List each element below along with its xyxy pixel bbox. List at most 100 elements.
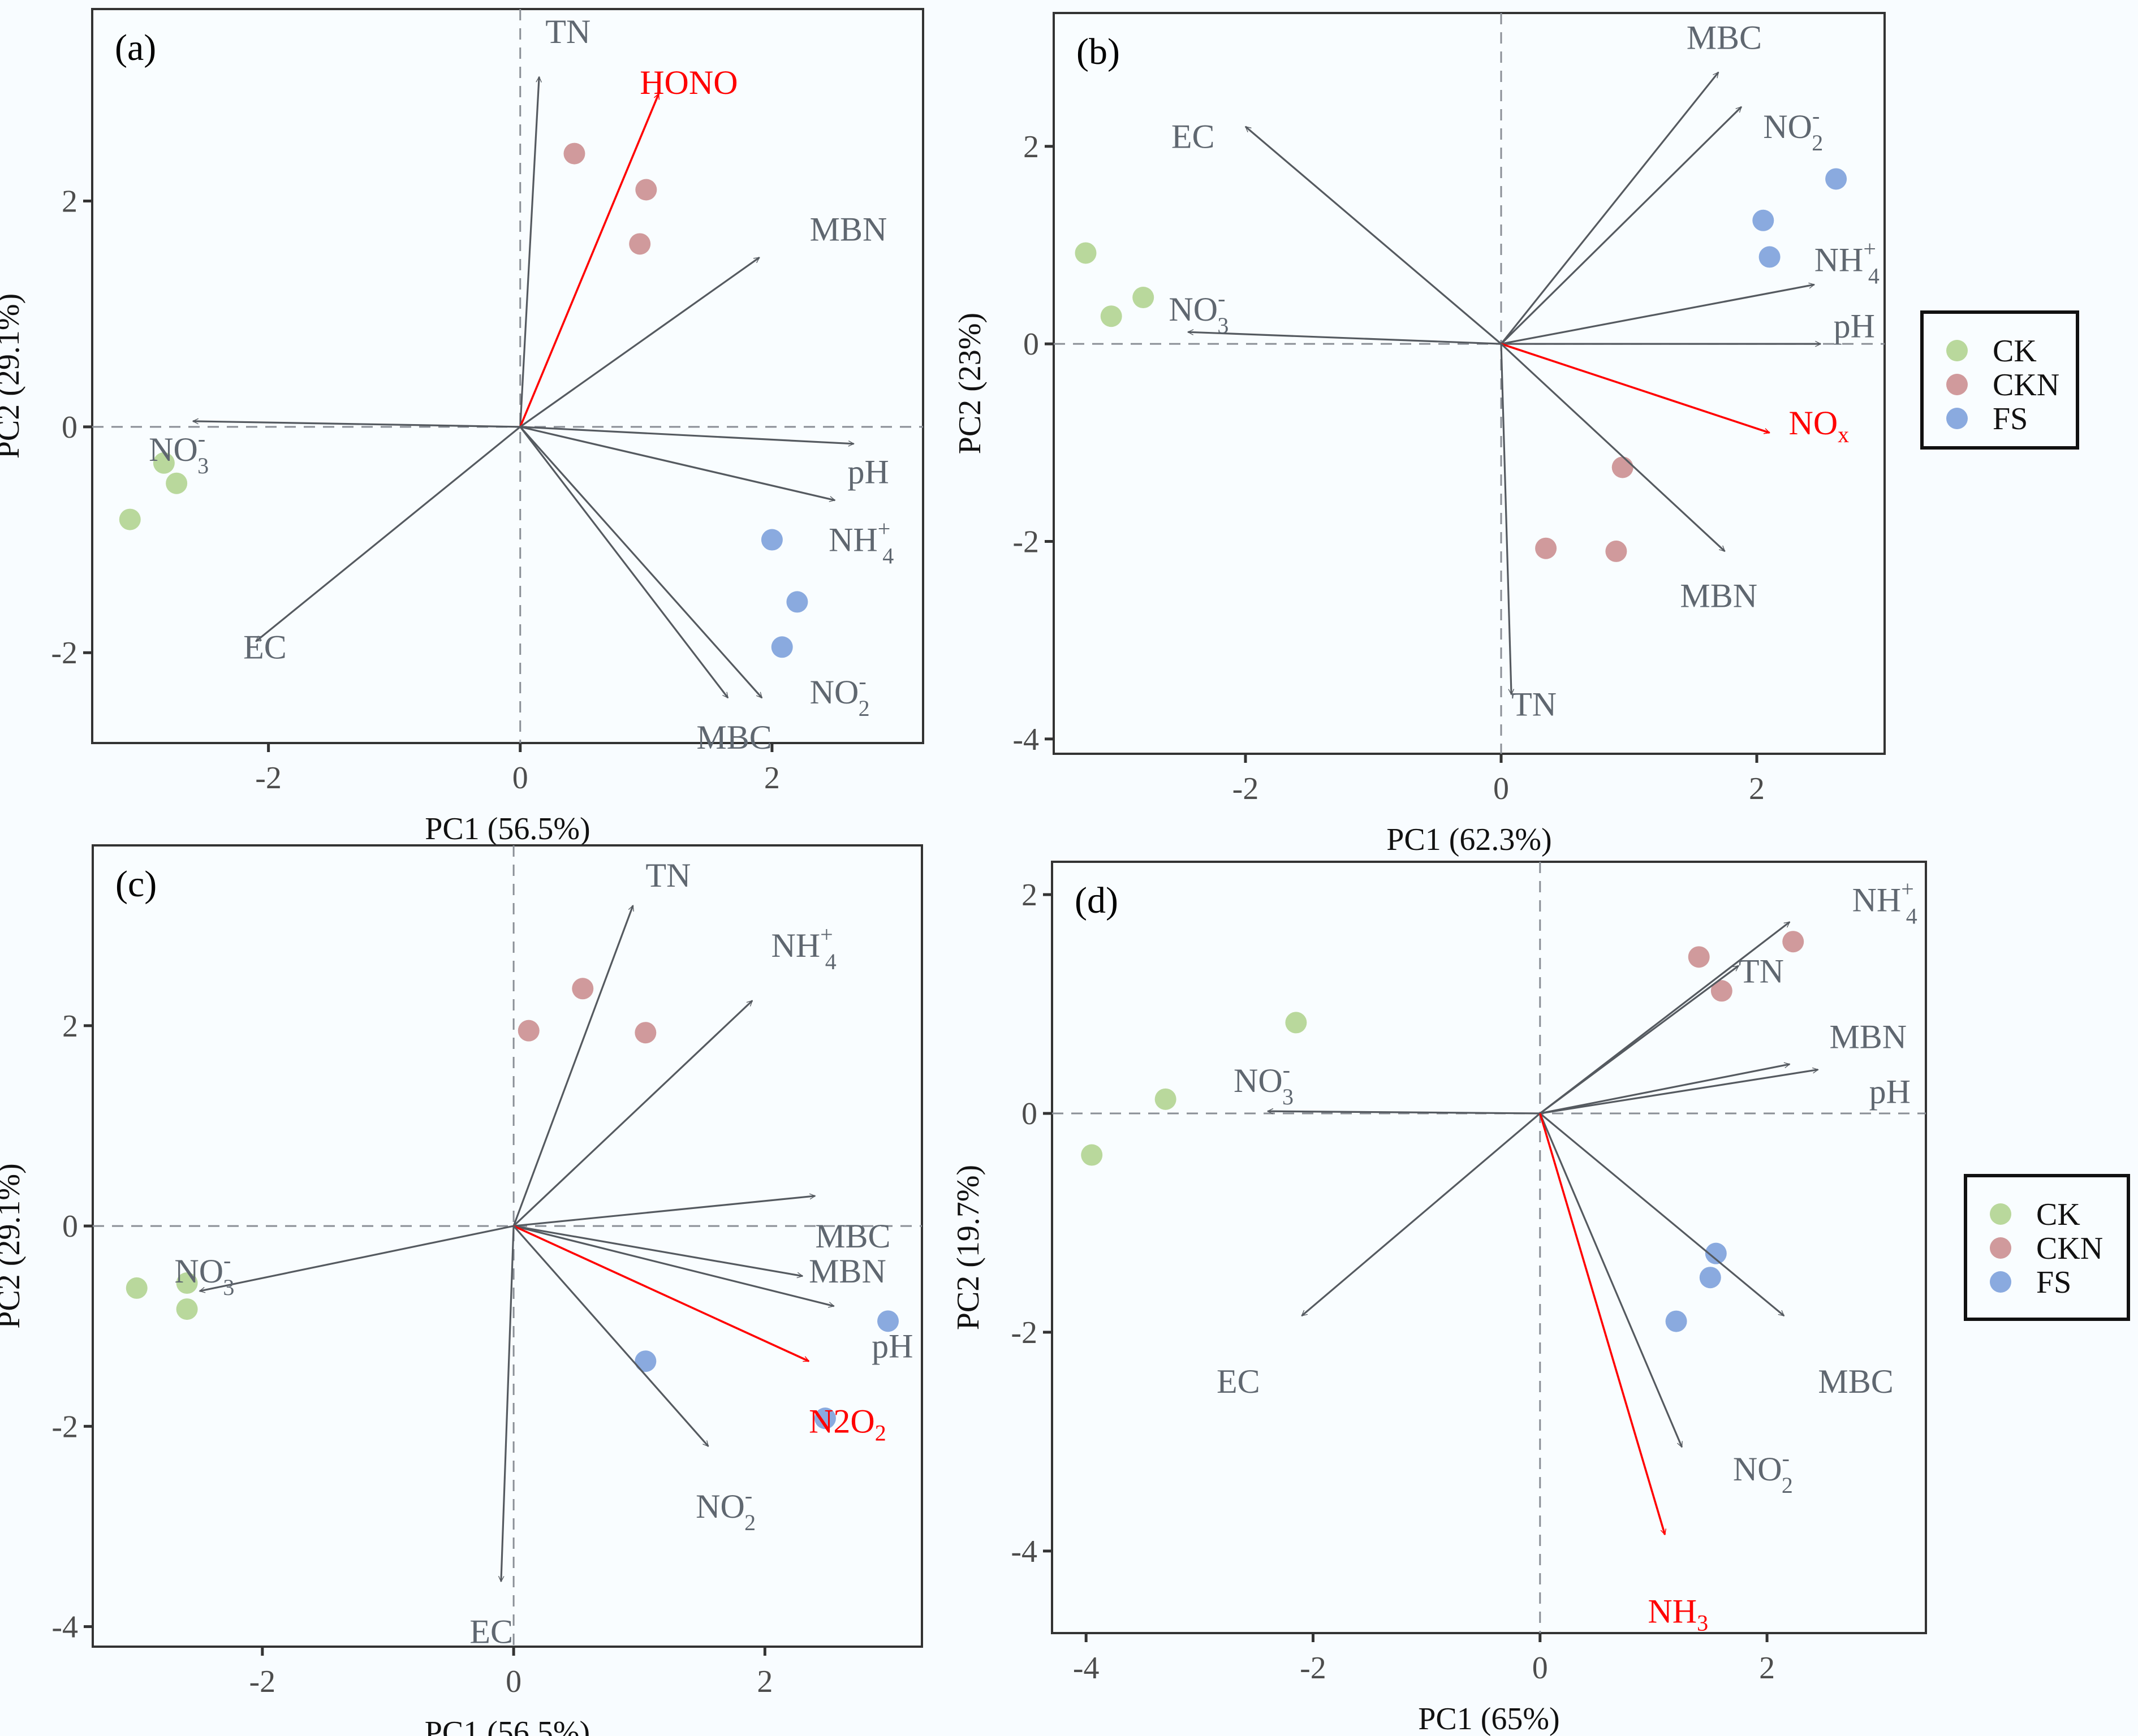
loading-arrow-no2 bbox=[512, 1225, 709, 1446]
y-tick-label: -2 bbox=[51, 1409, 78, 1444]
point-ck bbox=[153, 452, 175, 474]
plot-frame bbox=[91, 8, 924, 744]
x-tick-label: 2 bbox=[764, 761, 780, 796]
point-ckn bbox=[563, 142, 585, 165]
point-fs bbox=[1705, 1242, 1727, 1264]
loading-label-mbn: MBN bbox=[1829, 1018, 1907, 1056]
loading-arrow-nh4 bbox=[520, 426, 835, 500]
x-tick-label: 0 bbox=[1532, 1651, 1548, 1686]
point-ck bbox=[1100, 305, 1122, 327]
loading-label-n2o: N2O2 bbox=[809, 1402, 886, 1445]
point-ck bbox=[166, 472, 188, 494]
loading-label-mbn: MBN bbox=[810, 210, 887, 248]
legend-swatch-ckn bbox=[1990, 1237, 2011, 1259]
loading-label-no2: NO-2 bbox=[1763, 103, 1823, 156]
loading-label-hono: HONO bbox=[640, 64, 738, 101]
point-fs bbox=[1825, 168, 1847, 190]
y-axis-label: PC2 (29.1%) bbox=[0, 1163, 27, 1328]
loading-label-nh4: NH+ 4 bbox=[829, 516, 894, 569]
point-ck bbox=[1154, 1088, 1176, 1110]
x-tick-label: -2 bbox=[1300, 1651, 1326, 1686]
loading-label-no3: NO-3 bbox=[149, 426, 209, 478]
loading-arrow-no2 bbox=[519, 426, 763, 698]
point-fs bbox=[877, 1310, 899, 1332]
y-tick-label: 0 bbox=[62, 1209, 78, 1244]
point-ckn bbox=[635, 1022, 657, 1044]
loading-label-nh4: NH+ 4 bbox=[1814, 236, 1880, 289]
loading-arrow-ph bbox=[1540, 1070, 1818, 1115]
loading-label-ec: EC bbox=[469, 1613, 513, 1650]
loading-label-no3: NO-3 bbox=[174, 1247, 234, 1300]
loading-arrow-ph bbox=[513, 1225, 834, 1306]
loading-arrow-no2 bbox=[1539, 1113, 1683, 1447]
x-tick-label: 0 bbox=[512, 761, 528, 796]
loading-label-ec: EC bbox=[243, 628, 287, 666]
point-fs bbox=[1665, 1310, 1687, 1332]
plot-frame bbox=[1051, 861, 1927, 1634]
loading-label-no3: NO-3 bbox=[1169, 286, 1229, 338]
x-axis-label: PC1 (56.5%) bbox=[425, 811, 590, 847]
loading-arrow-tn bbox=[1500, 344, 1511, 694]
loading-arrow-ec bbox=[256, 426, 521, 642]
loading-label-no2: NO-2 bbox=[810, 668, 870, 721]
point-fs bbox=[786, 591, 808, 613]
point-ckn bbox=[635, 179, 657, 201]
loading-label-mbc: MBC bbox=[1818, 1363, 1893, 1400]
point-ckn bbox=[1782, 931, 1804, 953]
y-tick-label: -4 bbox=[51, 1610, 78, 1645]
x-tick-label: 0 bbox=[506, 1664, 521, 1699]
point-ck bbox=[1075, 242, 1097, 264]
loading-arrow-ec bbox=[501, 1226, 515, 1582]
point-ck bbox=[119, 508, 141, 530]
loading-label-mbn: MBN bbox=[1680, 577, 1757, 615]
point-fs bbox=[1752, 209, 1774, 231]
legend-swatch-fs bbox=[1946, 408, 1968, 429]
point-ckn bbox=[629, 233, 651, 255]
point-fs bbox=[1758, 246, 1781, 268]
point-fs bbox=[771, 636, 793, 658]
point-ckn bbox=[1611, 456, 1633, 478]
loading-label-tn: TN bbox=[645, 857, 691, 894]
panel-label: (b) bbox=[1076, 31, 1120, 72]
point-ck bbox=[126, 1277, 148, 1299]
point-ckn bbox=[1688, 946, 1710, 968]
loading-label-mbc: MBC bbox=[815, 1217, 890, 1255]
loading-arrow-ec bbox=[1301, 1112, 1541, 1317]
x-tick-label: -2 bbox=[255, 761, 282, 796]
loading-label-tn: TN bbox=[1739, 952, 1784, 990]
loading-arrow-hono bbox=[519, 94, 660, 427]
legend-label-fs: FS bbox=[1993, 401, 2028, 437]
loading-label-ph: pH bbox=[872, 1328, 913, 1365]
point-ckn bbox=[1535, 537, 1557, 559]
loading-arrow-no2 bbox=[1500, 106, 1743, 345]
plot-frame bbox=[92, 844, 923, 1648]
legend-label-ck: CK bbox=[1993, 334, 2037, 369]
loading-label-no3: NO-3 bbox=[1234, 1057, 1294, 1109]
y-tick-label: 0 bbox=[1023, 327, 1039, 362]
loading-arrow-mbn bbox=[1540, 1064, 1790, 1115]
panel-label: (a) bbox=[115, 27, 156, 68]
point-ck bbox=[1285, 1012, 1307, 1034]
loading-label-no2: NO-2 bbox=[696, 1483, 756, 1535]
loading-arrow-mbc bbox=[513, 1196, 815, 1227]
loading-label-mbc: MBC bbox=[1687, 19, 1762, 57]
loading-label-ec: EC bbox=[1217, 1363, 1260, 1400]
point-ck bbox=[1081, 1144, 1103, 1166]
panel-c: -2 0 2 -4 -2 0 2 PC1 (56.5%) PC2 (29.1%) (c) TN NH+… bbox=[0, 844, 923, 1736]
legend-swatch-fs bbox=[1990, 1271, 2011, 1293]
y-tick-label: -2 bbox=[51, 636, 77, 671]
y-tick-label: -2 bbox=[1011, 1315, 1037, 1350]
loading-arrow-mbc bbox=[1539, 1112, 1784, 1317]
y-tick-label: 0 bbox=[1021, 1096, 1037, 1132]
loading-arrow-nh3 bbox=[1539, 1113, 1665, 1535]
loading-arrow-tn bbox=[1539, 965, 1739, 1115]
y-tick-label: 2 bbox=[1023, 129, 1039, 165]
point-ckn bbox=[572, 978, 594, 1000]
y-tick-label: 2 bbox=[62, 184, 77, 219]
panel-label: (c) bbox=[115, 863, 157, 905]
legend-swatch-ckn bbox=[1946, 374, 1968, 395]
point-fs bbox=[1699, 1267, 1721, 1289]
loading-label-nh3: NH3 bbox=[1648, 1592, 1708, 1635]
